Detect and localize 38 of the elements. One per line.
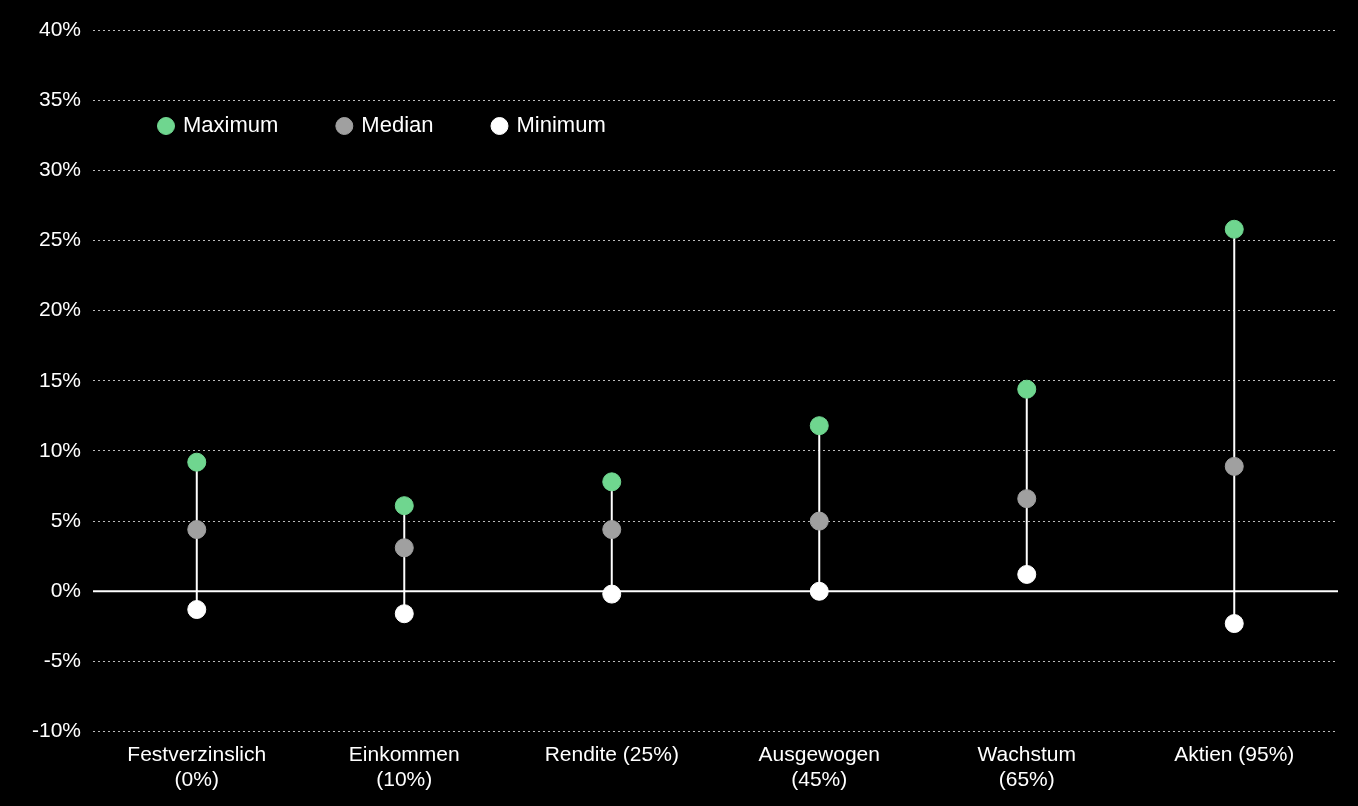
point xyxy=(602,584,622,604)
y-tick-label: 15% xyxy=(38,367,82,391)
y-tick-label: -10% xyxy=(31,718,82,742)
point xyxy=(809,511,829,531)
point xyxy=(809,416,829,436)
point xyxy=(1017,564,1037,584)
y-tick-label: 40% xyxy=(38,16,82,40)
y-tick-label: 35% xyxy=(38,86,82,110)
point xyxy=(187,520,207,540)
x-tick-label: Aktien (95%) xyxy=(1174,742,1295,765)
x-tick-label: Einkommen (10%) xyxy=(348,742,460,791)
point xyxy=(602,472,622,492)
legend-label: Minimum xyxy=(516,112,606,138)
y-tick-label: 10% xyxy=(38,437,82,461)
y-tick-label: 5% xyxy=(50,507,82,531)
point xyxy=(394,538,414,558)
y-tick-label: 30% xyxy=(38,157,82,181)
x-tick-label: Ausgewogen (45%) xyxy=(758,742,880,791)
point xyxy=(394,604,414,624)
y-tick-label: 20% xyxy=(38,297,82,321)
legend-label: Maximum xyxy=(183,112,279,138)
point xyxy=(394,496,414,516)
point xyxy=(1017,489,1037,509)
x-tick-label: Rendite (25%) xyxy=(544,742,679,765)
point xyxy=(809,581,829,601)
point xyxy=(187,452,207,472)
point xyxy=(1224,614,1244,634)
legend-label: Median xyxy=(361,112,434,138)
x-tick-label: Wachstum (65%) xyxy=(977,742,1076,791)
x-tick-label: Festverzinslich (0%) xyxy=(127,742,267,791)
y-tick-label: 0% xyxy=(50,578,82,602)
point xyxy=(1224,456,1244,476)
point xyxy=(187,600,207,620)
point xyxy=(602,520,622,540)
y-tick-label: 25% xyxy=(38,227,82,251)
point xyxy=(1224,219,1244,239)
y-tick-label: -5% xyxy=(43,648,82,672)
point xyxy=(1017,379,1037,399)
